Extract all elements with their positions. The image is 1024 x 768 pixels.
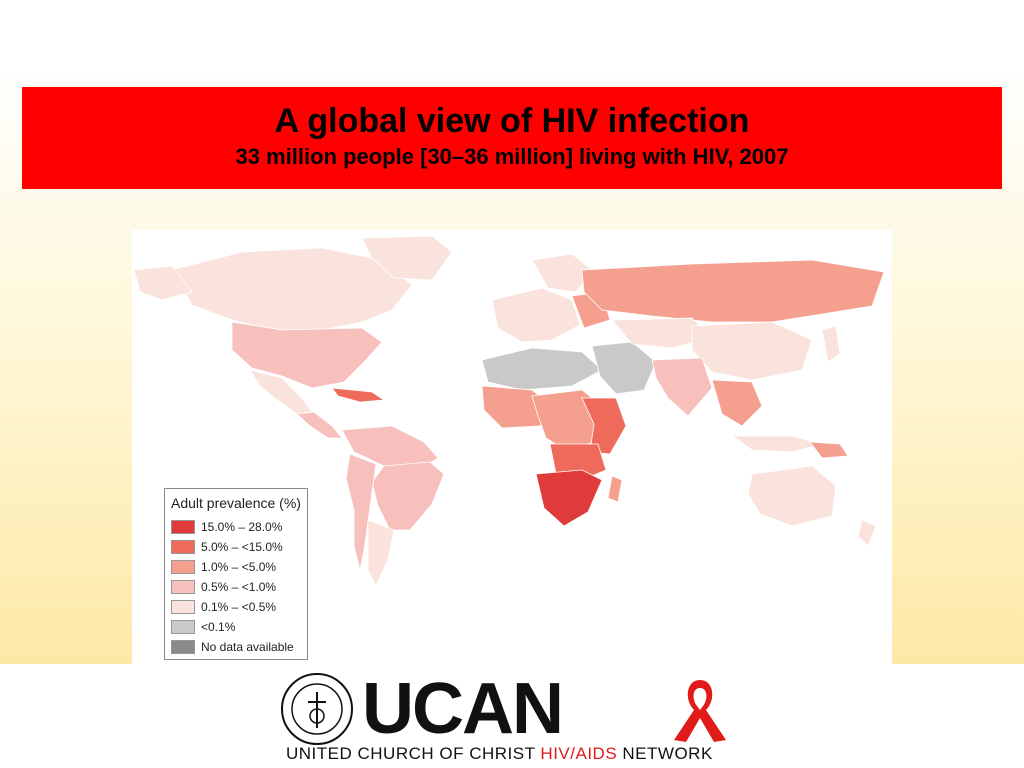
legend-label: 0.5% – <1.0% — [201, 580, 277, 594]
china-region — [691, 321, 813, 381]
legend-swatch — [171, 540, 195, 554]
map-legend: Adult prevalence (%) 15.0% – 28.0% 5.0% … — [164, 488, 308, 660]
south-asia-region — [651, 357, 713, 417]
world-map — [133, 235, 885, 587]
madagascar-region — [607, 475, 623, 503]
ucc-seal-icon — [281, 673, 353, 745]
brazil-region — [371, 461, 445, 531]
legend-label: 5.0% – <15.0% — [201, 540, 283, 554]
legend-item: 5.0% – <15.0% — [171, 537, 301, 557]
legend-item: 0.1% – <0.5% — [171, 597, 301, 617]
footer-background — [0, 664, 1024, 768]
ucan-logo: UCAN UNITED CHURCH OF CHRIST HIV/AIDS NE… — [276, 668, 756, 768]
legend-label: 0.1% – <0.5% — [201, 600, 277, 614]
japan-region — [821, 325, 841, 363]
network-prefix: UNITED CHURCH OF CHRIST — [286, 744, 536, 763]
legend-swatch — [171, 640, 195, 654]
red-ribbon-icon — [674, 680, 726, 742]
legend-label: 15.0% – 28.0% — [201, 520, 283, 534]
title-banner: A global view of HIV infection 33 millio… — [22, 87, 1002, 189]
legend-label: <0.1% — [201, 620, 236, 634]
legend-swatch — [171, 520, 195, 534]
australia-region — [747, 465, 837, 527]
russia-region — [581, 259, 885, 323]
page-subtitle: 33 million people [30–36 million] living… — [235, 144, 789, 169]
southern-cone-region — [367, 519, 395, 587]
alaska-region — [133, 265, 193, 301]
usa-region — [231, 321, 383, 389]
caribbean-region — [331, 387, 386, 403]
legend-swatch — [171, 560, 195, 574]
legend-item: <0.1% — [171, 617, 301, 637]
legend-item: 0.5% – <1.0% — [171, 577, 301, 597]
southern-central-africa-region — [549, 443, 607, 481]
legend-item: 15.0% – 28.0% — [171, 517, 301, 537]
ucan-wordmark: UCAN — [362, 669, 564, 749]
network-highlight: HIV/AIDS — [540, 744, 618, 763]
world-map-panel: Adult prevalence (%) 15.0% – 28.0% 5.0% … — [132, 230, 892, 664]
legend-title: Adult prevalence (%) — [171, 495, 301, 511]
legend-label: 1.0% – <5.0% — [201, 560, 277, 574]
legend-swatch — [171, 580, 195, 594]
legend-label: No data available — [201, 640, 294, 654]
southeast-asia-region — [711, 379, 763, 427]
papua-region — [809, 441, 849, 459]
north-africa-region — [481, 347, 603, 391]
east-africa-region — [581, 397, 627, 455]
canada-region — [171, 247, 413, 331]
legend-swatch — [171, 620, 195, 634]
middle-east-region — [591, 341, 657, 395]
central-america-region — [296, 411, 343, 439]
network-caption: UNITED CHURCH OF CHRIST HIV/AIDS NETWORK — [286, 744, 713, 764]
indonesia-region — [730, 435, 824, 453]
legend-swatch — [171, 600, 195, 614]
greenland-region — [361, 235, 453, 281]
europe-west — [491, 287, 581, 343]
andes-region — [345, 453, 377, 571]
new-zealand-region — [857, 519, 877, 547]
legend-item: 1.0% – <5.0% — [171, 557, 301, 577]
legend-item: No data available — [171, 637, 301, 657]
network-suffix: NETWORK — [622, 744, 713, 763]
page-title: A global view of HIV infection — [274, 102, 750, 140]
southern-africa-region — [535, 469, 603, 527]
